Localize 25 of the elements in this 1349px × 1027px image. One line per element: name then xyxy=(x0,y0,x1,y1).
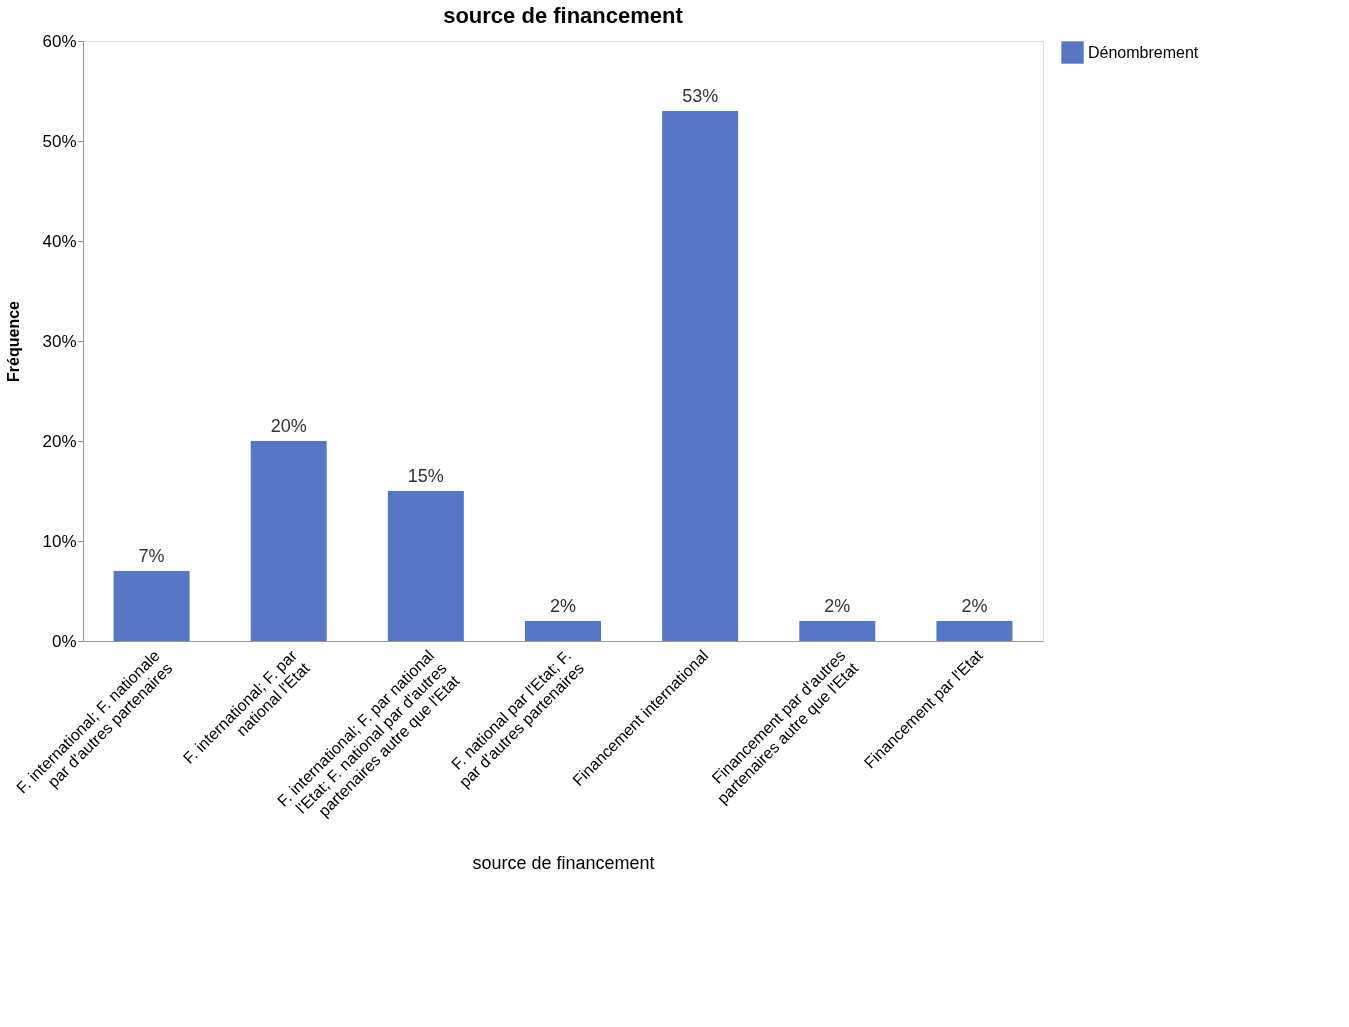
data-label: 7% xyxy=(138,546,165,566)
data-label: 2% xyxy=(549,596,577,616)
y-tick-label: 40% xyxy=(42,231,77,251)
data-label: 2% xyxy=(824,596,851,616)
data-label: 20% xyxy=(270,416,307,436)
y-tick-label: 10% xyxy=(42,531,77,551)
bar xyxy=(662,111,739,641)
y-axis-title: Fréquence xyxy=(5,300,23,382)
bar xyxy=(936,621,1013,641)
y-tick-label: 30% xyxy=(42,331,77,351)
x-axis-title: source de financement xyxy=(472,853,655,874)
y-tick-label: 50% xyxy=(42,131,77,151)
bar xyxy=(387,491,464,641)
bar xyxy=(525,621,601,641)
bar xyxy=(799,621,876,641)
chart-title: source de financement xyxy=(443,3,684,28)
data-label: 2% xyxy=(961,596,988,616)
y-tick-label: 20% xyxy=(42,431,77,451)
data-label: 53% xyxy=(682,86,719,106)
data-label: 15% xyxy=(407,466,444,486)
y-tick-label: 0% xyxy=(51,631,77,651)
legend-label: Dénombrement xyxy=(1088,43,1199,61)
y-tick-label: 60% xyxy=(42,31,77,51)
bar xyxy=(250,441,327,641)
bar xyxy=(113,571,190,641)
